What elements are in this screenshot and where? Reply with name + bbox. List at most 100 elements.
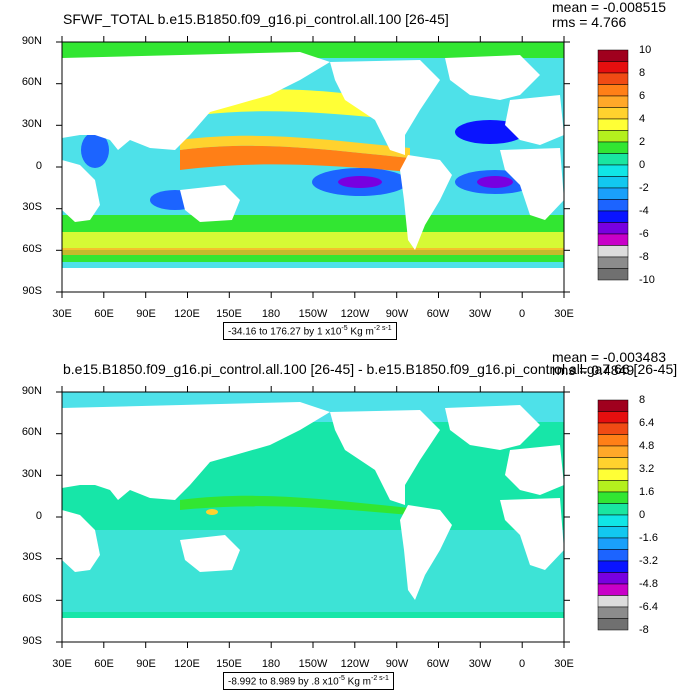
colorbar-swatch <box>597 118 629 131</box>
tick-marks <box>56 386 570 648</box>
colorbar-swatch <box>597 572 629 585</box>
y-label-30n: 30N <box>21 468 42 480</box>
x-label: 90E <box>136 658 156 670</box>
y-label-60s: 60S <box>22 243 42 255</box>
colorbar-tick-label: -8 <box>639 624 649 636</box>
colorbar-swatch <box>597 606 629 619</box>
itcz-yellow <box>180 135 410 158</box>
colorbar-tick-label: -4 <box>639 205 649 217</box>
y-label-30s: 30S <box>22 551 42 563</box>
colorbar-swatch <box>597 141 629 154</box>
colorbar-tick-label: -10 <box>639 274 655 286</box>
colorbar-swatch <box>597 199 629 212</box>
colorbar-tick-label: -6 <box>639 228 649 240</box>
y-label-0: 0 <box>35 160 42 172</box>
y-label-30s: 30S <box>22 201 42 213</box>
x-label: 60W <box>426 658 450 670</box>
colorbar-swatch <box>597 153 629 166</box>
colorbar-swatch <box>597 256 629 269</box>
x-label: 30E <box>554 308 574 320</box>
colorbar-swatch <box>597 245 629 258</box>
colorbar-swatch <box>597 95 629 108</box>
colorbar-swatch <box>597 84 629 97</box>
colorbar-tick-label: 8 <box>639 394 646 406</box>
x-label: 120E <box>174 658 200 670</box>
x-label: 30W <box>468 308 492 320</box>
map-plot <box>56 386 629 648</box>
x-label: 0 <box>518 308 526 320</box>
x-label: 90W <box>385 308 409 320</box>
colorbar-swatch <box>597 233 629 246</box>
x-label: 120W <box>340 658 370 670</box>
x-label: 60E <box>94 308 114 320</box>
x-label: 30E <box>52 308 72 320</box>
colorbar-swatch <box>597 422 629 435</box>
colorbar-swatch <box>597 107 629 120</box>
colorbar <box>597 49 629 281</box>
colorbar-tick-label: 4.8 <box>639 440 655 452</box>
colorbar-swatch <box>597 434 629 447</box>
southern-orange <box>62 248 564 255</box>
southern-band <box>62 530 564 612</box>
colorbar-tick-label: 4 <box>639 113 646 125</box>
x-label: 90E <box>136 308 156 320</box>
mean-value: mean = -0.003483 <box>552 349 667 365</box>
rms-value: rms = 0.4849 <box>552 362 635 378</box>
y-label-30n: 30N <box>21 118 42 130</box>
map-frame-group <box>62 392 564 642</box>
y-label-60s: 60S <box>22 593 42 605</box>
colorbar-swatch <box>597 176 629 189</box>
x-label: 60W <box>426 308 450 320</box>
land-mask <box>62 52 564 292</box>
x-label: 150W <box>298 308 328 320</box>
colorbar-swatch <box>597 595 629 608</box>
x-label: 60E <box>94 658 114 670</box>
x-label: 30E <box>52 658 72 670</box>
colorbar-swatch <box>597 399 629 412</box>
x-label: 0 <box>518 658 526 670</box>
arctic-band <box>62 42 564 58</box>
itcz-band <box>180 495 410 515</box>
colorbar-tick-label: -6.4 <box>639 601 658 613</box>
x-label: 30E <box>554 658 574 670</box>
colorbar-swatch <box>597 468 629 481</box>
panel-title: b.e15.B1850.f09_g16.pi_control.all.100 [… <box>63 361 678 377</box>
colorbar-swatch <box>597 560 629 573</box>
colorbar-tick-label: 0 <box>639 509 646 521</box>
x-label: 180 <box>261 308 281 320</box>
colorbar-swatch <box>597 222 629 235</box>
colorbar-swatch <box>597 268 629 281</box>
y-label-90n: 90N <box>21 385 42 397</box>
y-label-90s: 90S <box>22 285 42 297</box>
colorbar-swatch <box>597 61 629 74</box>
itcz-band <box>180 145 410 172</box>
land-mask <box>62 402 564 642</box>
colorbar-tick-label: 10 <box>639 44 652 56</box>
colorbar-swatch <box>597 583 629 596</box>
colorbar-tick-label: -2 <box>639 182 649 194</box>
colorbar-swatch <box>597 411 629 424</box>
colorbar-swatch <box>597 537 629 550</box>
range-label: -34.16 to 176.27 by 1 x10-5 Kg m-2 s-1 <box>223 322 397 341</box>
arabian-blue <box>81 132 109 168</box>
x-label: 150E <box>216 658 242 670</box>
southern-yellow <box>62 232 564 250</box>
colorbar-tick-label: -1.6 <box>639 532 658 544</box>
colorbar-swatch <box>597 618 629 631</box>
x-label: 150E <box>216 308 242 320</box>
colorbar-swatch <box>597 130 629 143</box>
colorbar-swatch <box>597 549 629 562</box>
colorbar-swatch <box>597 49 629 62</box>
y-label-60n: 60N <box>21 426 42 438</box>
y-label-60n: 60N <box>21 76 42 88</box>
colorbar-swatch <box>597 445 629 458</box>
colorbar <box>597 399 629 631</box>
x-label: 30W <box>468 658 492 670</box>
y-label-0: 0 <box>35 510 42 522</box>
colorbar-tick-label: 6.4 <box>639 417 655 429</box>
panel-title: SFWF_TOTAL b.e15.B1850.f09_g16.pi_contro… <box>63 11 449 27</box>
colorbar-swatch <box>597 480 629 493</box>
colorbar-tick-label: 6 <box>639 90 646 102</box>
top-map-panel: SFWF_TOTAL b.e15.B1850.f09_g16.pi_contro… <box>21 0 666 341</box>
colorbar-swatch <box>597 72 629 85</box>
